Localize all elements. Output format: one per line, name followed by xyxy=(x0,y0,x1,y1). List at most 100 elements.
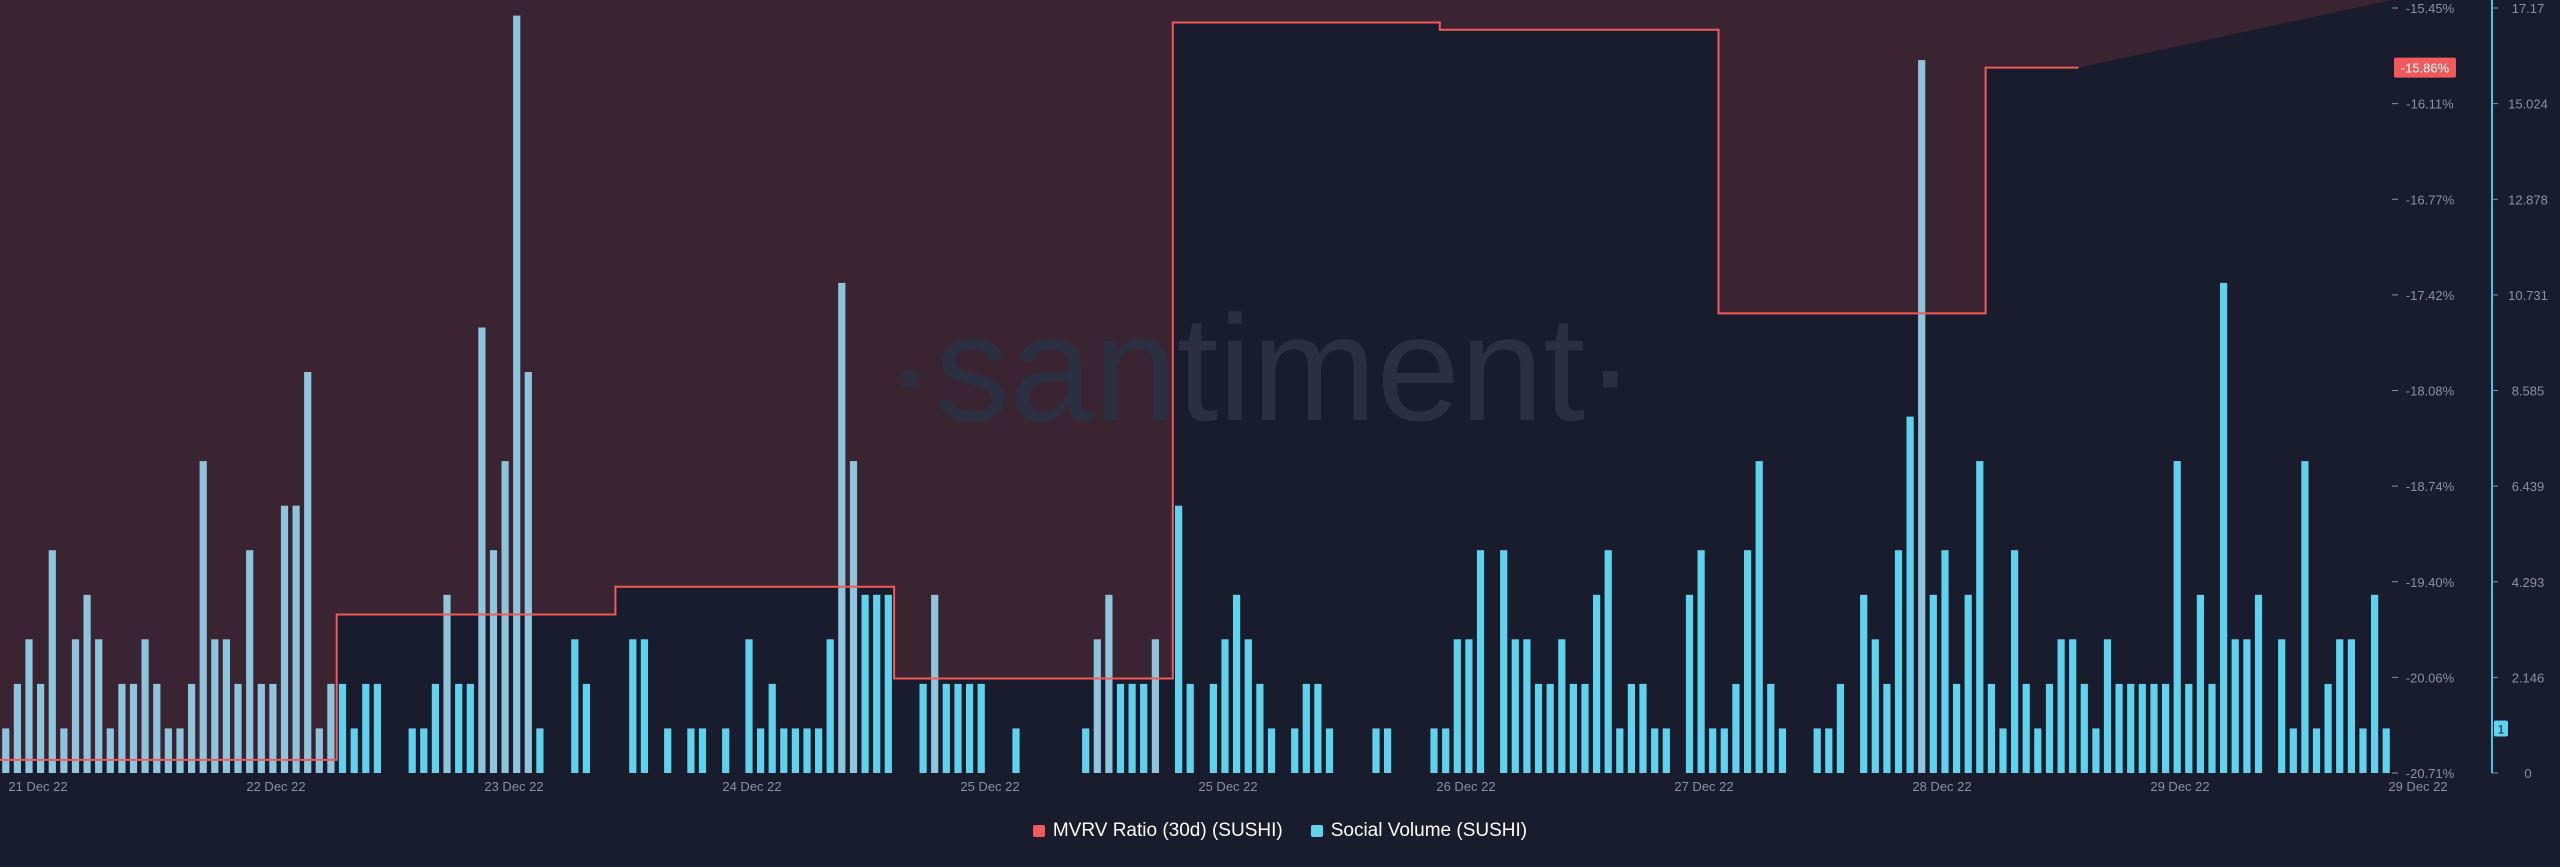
legend-item-social-volume[interactable]: Social Volume (SUSHI) xyxy=(1310,820,1528,842)
legend-item-mvrv[interactable]: MVRV Ratio (30d) (SUSHI) xyxy=(1032,820,1283,842)
mvrv-axis-label: -16.11% xyxy=(2406,97,2454,112)
social-volume-bar xyxy=(861,594,869,773)
social-volume-bar xyxy=(1929,594,1937,773)
social-volume-bar xyxy=(2220,282,2228,773)
social-volume-bar xyxy=(977,683,985,773)
x-axis: 21 Dec 22 22 Dec 22 23 Dec 22 24 Dec 22 25 D… xyxy=(8,779,2447,794)
social-volume-bar xyxy=(2150,683,2158,773)
social-volume-bar xyxy=(1221,639,1229,773)
social-volume-bar xyxy=(280,505,289,773)
social-volume-bar xyxy=(420,728,428,773)
social-volume-bar xyxy=(211,639,219,773)
social-volume-bar xyxy=(1012,728,1020,773)
social-volume-bar xyxy=(1442,728,1450,773)
social-volume-bar xyxy=(1778,728,1786,773)
social-volume-bar xyxy=(1314,683,1322,773)
x-axis-label: 29 Dec 22 xyxy=(2388,779,2447,794)
social-volume-bar xyxy=(815,728,823,773)
social-volume-bar xyxy=(48,550,56,773)
mvrv-axis-label: -20.06% xyxy=(2406,670,2455,685)
social-volume-bar xyxy=(1697,550,1705,773)
social-volume-bar xyxy=(2127,683,2135,773)
legend-label-mvrv: MVRV Ratio (30d) (SUSHI) xyxy=(1052,820,1283,841)
social-volume-bar xyxy=(60,728,68,773)
social-volume-bar xyxy=(1709,728,1717,773)
social-volume-bar xyxy=(2138,683,2146,773)
social-volume-bar xyxy=(1372,728,1380,773)
social-volume-bar xyxy=(2092,728,2100,773)
social-volume-bar xyxy=(1871,639,1879,773)
social-volume-bar xyxy=(1825,728,1833,773)
social-volume-bar xyxy=(942,683,950,773)
social-volume-bar xyxy=(1767,683,1775,773)
social-volume-bar xyxy=(2254,594,2263,773)
volume-axis-label: 4.293 xyxy=(2512,575,2545,590)
negative-zone-fill xyxy=(0,0,2392,760)
social-volume-bars xyxy=(2,15,2390,774)
social-volume-bar xyxy=(640,639,648,773)
social-volume-bar xyxy=(1987,683,1995,773)
social-volume-bar xyxy=(2359,728,2367,773)
social-volume-bar xyxy=(582,683,590,773)
social-volume-bar xyxy=(1976,461,1984,773)
social-volume-bar xyxy=(1581,683,1589,773)
social-volume-bar xyxy=(2069,639,2077,773)
social-volume-bar xyxy=(1302,683,1310,773)
social-volume-bar xyxy=(1627,683,1635,773)
social-volume-bar xyxy=(745,639,753,773)
social-volume-bar xyxy=(478,327,486,773)
social-volume-bar xyxy=(443,594,451,773)
social-volume-bar xyxy=(1860,594,1868,773)
social-volume-bar xyxy=(2231,639,2239,773)
mvrv-line xyxy=(0,21,2079,761)
social-volume-bar xyxy=(2301,461,2309,773)
x-axis-label: 29 Dec 22 xyxy=(2150,779,2209,794)
volume-axis-label: 6.439 xyxy=(2512,479,2545,494)
social-volume-bar xyxy=(1744,550,1752,773)
social-volume-bar xyxy=(2196,594,2204,773)
social-volume-bar xyxy=(350,728,358,773)
social-volume-bar xyxy=(664,728,672,773)
social-volume-bar xyxy=(1511,639,1519,773)
legend-swatch-mvrv xyxy=(1032,825,1045,837)
social-volume-bar xyxy=(571,639,579,773)
social-volume-bar xyxy=(1639,683,1647,773)
social-volume-bar xyxy=(2312,728,2321,773)
social-volume-bar xyxy=(1953,683,1961,773)
social-volume-bar xyxy=(2057,639,2065,773)
social-volume-bar xyxy=(1941,550,1949,773)
social-volume-bar xyxy=(153,683,161,773)
social-volume-bar xyxy=(2011,550,2019,773)
social-volume-bar xyxy=(83,594,91,773)
social-volume-bar xyxy=(931,594,939,773)
social-volume-bar xyxy=(257,683,265,773)
social-volume-bar xyxy=(269,683,277,773)
mvrv-current-badge xyxy=(2394,57,2456,78)
volume-axis-label: 0 xyxy=(2524,766,2531,781)
social-volume-bar xyxy=(2115,683,2123,773)
social-volume-bar xyxy=(71,639,80,773)
x-axis-label: 26 Dec 22 xyxy=(1436,779,1495,794)
social-volume-bar xyxy=(1732,683,1740,773)
chart-legend: MVRV Ratio (30d) (SUSHI) Social Volume (… xyxy=(0,820,2560,842)
social-volume-bar xyxy=(118,683,126,773)
social-volume-bar xyxy=(2347,639,2355,773)
social-volume-bar xyxy=(2080,683,2088,773)
social-volume-bar xyxy=(304,372,312,773)
social-volume-bar xyxy=(513,15,521,774)
volume-axis-label: 10.731 xyxy=(2508,288,2548,303)
social-volume-bar xyxy=(757,728,765,773)
social-volume-bar xyxy=(2382,728,2390,773)
social-volume-bar xyxy=(1604,550,1612,773)
social-volume-bar xyxy=(129,683,138,773)
social-volume-bar xyxy=(536,728,544,773)
legend-label-social-volume: Social Volume (SUSHI) xyxy=(1330,820,1528,841)
social-volume-bar xyxy=(13,683,21,773)
social-volume-bar xyxy=(2034,728,2042,773)
social-volume-bar xyxy=(1116,683,1125,773)
mvrv-axis: -15.45% -16.11% -16.77% -17.42% -18.08% -18.7… xyxy=(2392,1,2456,781)
social-volume-bar xyxy=(408,728,416,773)
social-volume-bar xyxy=(826,639,834,773)
social-volume-bar xyxy=(188,683,196,773)
